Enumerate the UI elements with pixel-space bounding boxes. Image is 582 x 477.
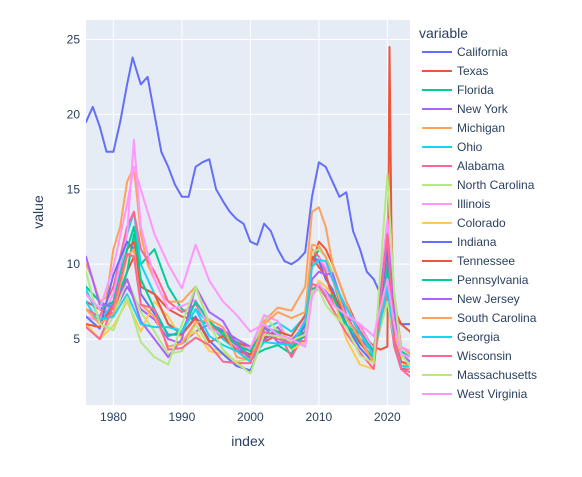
x-tick-label: 1980 — [100, 410, 127, 424]
series-line-california[interactable] — [86, 56, 410, 333]
x-tick-label: 2020 — [374, 410, 401, 424]
legend-label-massachusetts[interactable]: Massachusetts — [457, 368, 537, 382]
legend-label-alabama[interactable]: Alabama — [457, 159, 505, 173]
series-lines — [86, 46, 410, 378]
legend-label-south-carolina[interactable]: South Carolina — [457, 311, 537, 325]
x-tick-label: 2010 — [306, 410, 333, 424]
legend-label-north-carolina[interactable]: North Carolina — [457, 178, 535, 192]
legend: California Texas Florida New York Michigan Oh… — [422, 45, 537, 401]
legend-label-new-york[interactable]: New York — [457, 102, 509, 116]
x-tick-label: 1990 — [169, 410, 196, 424]
legend-label-tennessee[interactable]: Tennessee — [457, 254, 515, 268]
legend-label-ohio[interactable]: Ohio — [457, 140, 483, 154]
legend-label-pennsylvania[interactable]: Pennsylvania — [457, 273, 529, 287]
legend-label-georgia[interactable]: Georgia — [457, 330, 500, 344]
x-axis-ticks: 1980 1990 2000 2010 2020 — [100, 410, 401, 424]
y-tick-label: 20 — [67, 107, 81, 121]
legend-label-new-jersey[interactable]: New Jersey — [457, 292, 520, 306]
y-axis-title: value — [30, 195, 46, 229]
y-axis-ticks: 5 10 15 20 25 — [67, 32, 81, 346]
series-line-georgia[interactable] — [86, 258, 410, 368]
series-line-massachusetts[interactable] — [86, 173, 410, 375]
legend-label-illinois[interactable]: Illinois — [457, 197, 490, 211]
legend-title: variable — [419, 25, 468, 41]
series-line-west-virginia[interactable] — [86, 165, 410, 359]
y-tick-label: 10 — [67, 257, 81, 271]
legend-label-california[interactable]: California — [457, 45, 508, 59]
legend-label-michigan[interactable]: Michigan — [457, 121, 505, 135]
legend-label-florida[interactable]: Florida — [457, 83, 494, 97]
legend-label-west-virginia[interactable]: West Virginia — [457, 387, 528, 401]
series-line-illinois[interactable] — [86, 138, 410, 353]
y-tick-label: 5 — [73, 332, 80, 346]
legend-label-indiana[interactable]: Indiana — [457, 235, 497, 249]
y-tick-label: 25 — [67, 32, 81, 46]
legend-label-wisconsin[interactable]: Wisconsin — [457, 349, 512, 363]
legend-label-colorado[interactable]: Colorado — [457, 216, 506, 230]
x-tick-label: 2000 — [237, 410, 264, 424]
legend-label-texas[interactable]: Texas — [457, 64, 488, 78]
y-tick-label: 15 — [67, 182, 81, 196]
x-axis-title: index — [231, 433, 264, 449]
